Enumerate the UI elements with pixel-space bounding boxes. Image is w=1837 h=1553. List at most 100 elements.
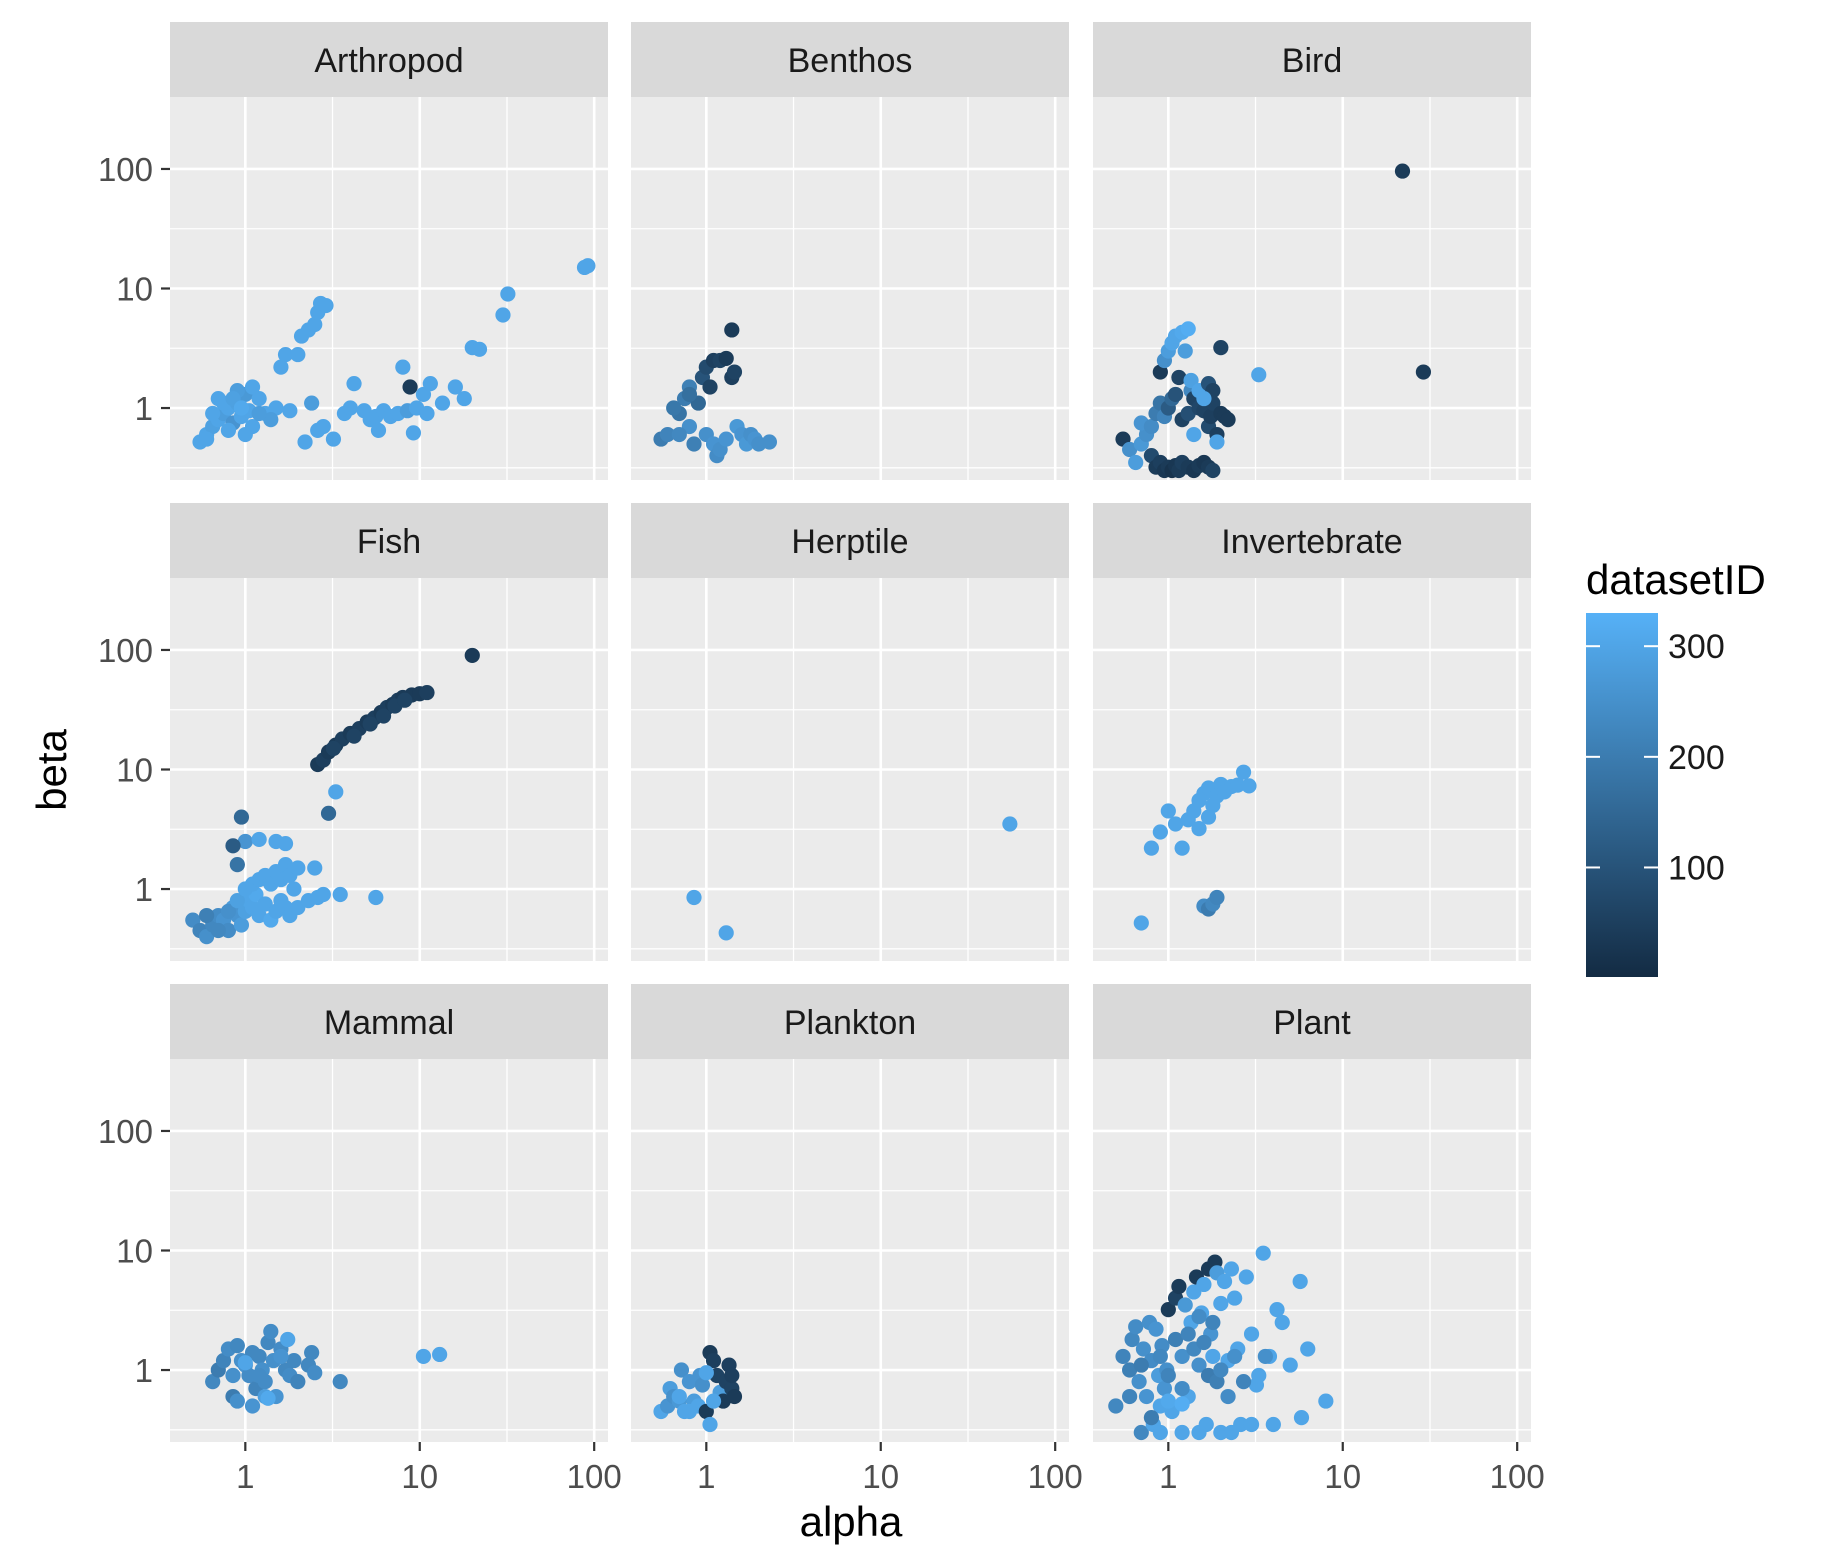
points	[192, 258, 596, 450]
data-point	[1138, 1388, 1155, 1405]
data-point	[1167, 816, 1184, 832]
data-point	[375, 708, 392, 724]
data-point	[1167, 386, 1184, 403]
y-tick-label: 100	[98, 1113, 153, 1150]
points	[205, 1323, 448, 1414]
data-point	[346, 728, 362, 744]
facet-strip	[1093, 984, 1531, 1059]
data-point	[229, 1338, 245, 1354]
data-point	[681, 1403, 698, 1420]
data-point	[304, 395, 320, 411]
data-point	[277, 346, 294, 363]
data-point	[225, 838, 241, 854]
x-tick-label: 10	[401, 1458, 438, 1495]
data-point	[251, 390, 267, 407]
x-tick-label: 1	[236, 1458, 254, 1495]
data-point	[290, 346, 306, 363]
data-point	[244, 379, 261, 395]
data-point	[251, 1348, 267, 1365]
data-point	[307, 1365, 323, 1381]
data-point	[1115, 1348, 1131, 1365]
data-point	[251, 831, 267, 848]
data-point	[1415, 364, 1432, 380]
data-point	[1160, 1393, 1176, 1409]
data-point	[419, 684, 435, 701]
data-point	[705, 1352, 722, 1369]
x-tick-label: 100	[567, 1458, 622, 1495]
facet-strip	[1093, 503, 1531, 578]
data-point	[432, 1346, 448, 1363]
data-point	[1177, 1297, 1193, 1313]
data-point	[1235, 1374, 1252, 1390]
data-point	[471, 341, 488, 357]
data-point	[1152, 364, 1168, 380]
data-point	[1152, 1348, 1168, 1365]
facet-plankton: Plankton	[631, 984, 1069, 1442]
data-point	[210, 922, 226, 939]
data-point	[290, 860, 306, 876]
data-point	[1143, 840, 1160, 856]
data-point	[1220, 412, 1236, 428]
gridlines	[170, 97, 608, 480]
data-point	[290, 1374, 306, 1390]
data-point	[456, 390, 472, 407]
data-point	[199, 431, 215, 447]
x-tick-label: 1	[1159, 1458, 1177, 1495]
y-tick-label: 10	[116, 271, 153, 308]
data-point	[402, 379, 418, 395]
facet-benthos: Benthos	[631, 22, 1069, 480]
data-point	[315, 886, 331, 903]
data-point	[434, 395, 451, 411]
data-point	[1255, 1245, 1271, 1261]
data-point	[660, 426, 676, 443]
data-point	[686, 889, 702, 906]
points	[1108, 1245, 1334, 1441]
data-point	[1171, 1278, 1187, 1295]
data-point	[1133, 1357, 1149, 1373]
gridlines	[170, 1059, 608, 1442]
data-point	[1223, 1424, 1240, 1441]
data-point	[263, 1323, 279, 1340]
data-point	[495, 307, 511, 323]
data-point	[702, 1416, 718, 1433]
data-point	[1223, 1261, 1240, 1277]
data-point	[1243, 1416, 1260, 1433]
data-point	[1002, 816, 1018, 832]
data-point	[1174, 1380, 1190, 1397]
data-point	[1186, 426, 1202, 443]
x-tick-label: 10	[862, 1458, 899, 1495]
data-point	[325, 740, 342, 757]
data-point	[698, 1365, 714, 1381]
facet-strip	[1093, 22, 1531, 97]
data-point	[1143, 418, 1160, 435]
data-point	[1196, 1276, 1212, 1293]
data-point	[257, 896, 273, 912]
data-point	[251, 405, 267, 422]
data-point	[1174, 840, 1190, 856]
data-point	[1257, 1348, 1273, 1365]
data-point	[673, 1362, 690, 1378]
facet-strip-label: Benthos	[788, 42, 913, 80]
data-point	[233, 400, 250, 416]
data-point	[1171, 369, 1187, 386]
data-point	[1196, 1334, 1212, 1351]
data-point	[1160, 1367, 1176, 1384]
data-point	[362, 716, 378, 732]
data-point	[580, 258, 596, 274]
data-point	[297, 434, 313, 450]
data-point	[282, 403, 298, 419]
data-point	[724, 322, 740, 338]
points	[686, 816, 1018, 941]
data-point	[320, 805, 337, 821]
axes: 1 10 100 1 10 100 1 10 100 1 10 100 1 10 100 1 10 100	[98, 151, 1545, 1495]
points	[1115, 163, 1432, 479]
points	[1133, 764, 1257, 931]
data-point	[277, 835, 294, 852]
data-point	[1143, 1410, 1160, 1426]
data-point	[666, 400, 682, 416]
facet-herptile: Herptile	[631, 503, 1069, 961]
x-tick-label: 100	[1028, 1458, 1083, 1495]
facet-strip	[631, 503, 1069, 578]
data-point	[307, 316, 323, 333]
x-tick-label: 10	[1324, 1458, 1361, 1495]
